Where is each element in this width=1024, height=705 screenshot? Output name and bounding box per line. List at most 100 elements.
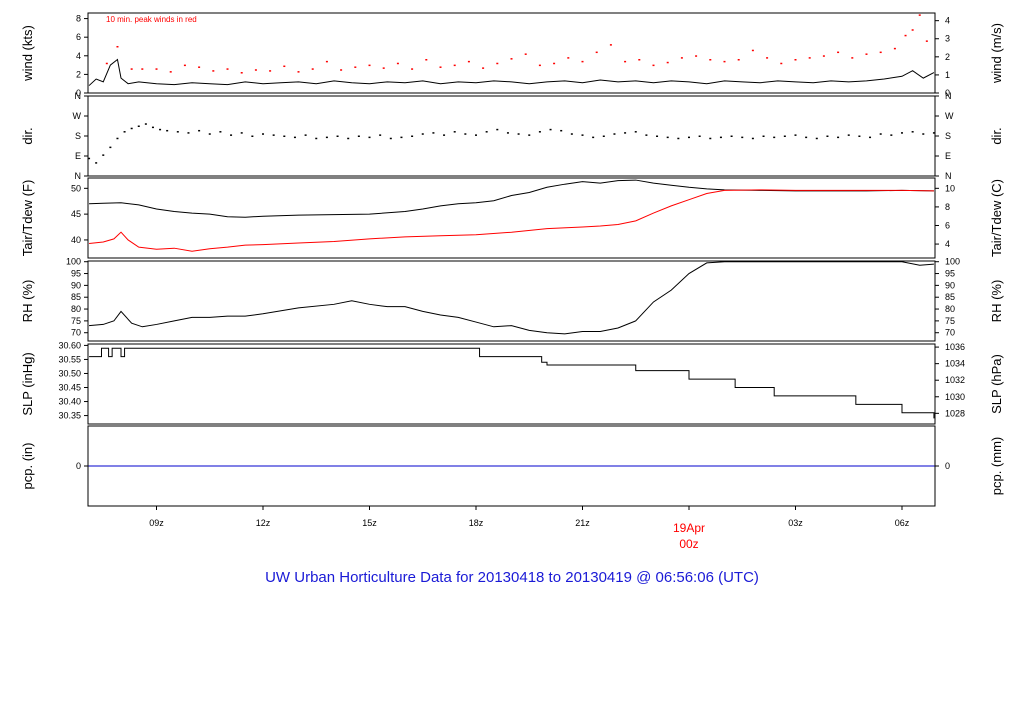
- left-tick-label: 30.40: [58, 397, 81, 407]
- series-group-dir: [88, 123, 935, 164]
- data-point-dir-0: [549, 128, 552, 131]
- data-point-wind-1: [652, 64, 655, 67]
- data-point-wind-1: [925, 40, 928, 42]
- data-point-wind-1: [297, 71, 300, 73]
- data-point-wind-1: [822, 55, 825, 57]
- data-point-wind-1: [183, 64, 186, 67]
- panel-slp: 30.35 30.40 30.45 30.50 30.55 30.60 1028 1030 10…: [20, 340, 1004, 425]
- data-point-dir-0: [624, 132, 627, 134]
- right-tick-label: 90: [945, 280, 955, 290]
- data-point-dir-0: [592, 136, 595, 139]
- data-point-wind-1: [538, 64, 541, 67]
- data-point-wind-1: [382, 67, 385, 69]
- data-point-wind-1: [510, 58, 513, 60]
- data-point-dir-0: [890, 134, 893, 136]
- data-point-dir-0: [602, 135, 605, 137]
- data-point-wind-1: [482, 67, 485, 69]
- left-tick-label: 30.45: [58, 383, 81, 393]
- right-axis-label: RH (%): [989, 280, 1004, 323]
- left-axis-label: wind (kts): [20, 25, 35, 82]
- data-point-dir-0: [869, 136, 872, 139]
- left-tick-label: 4: [76, 51, 81, 61]
- data-point-dir-0: [538, 131, 541, 133]
- data-point-dir-0: [634, 131, 637, 133]
- data-point-wind-1: [709, 59, 712, 61]
- data-point-dir-0: [389, 137, 392, 140]
- left-axis-label: pcp. (in): [20, 443, 35, 490]
- data-point-dir-0: [741, 136, 744, 139]
- series-line-temp-1: [89, 189, 934, 252]
- data-point-wind-1: [695, 55, 698, 57]
- chart-title: UW Urban Horticulture Data for 20130418 …: [265, 569, 759, 586]
- data-point-wind-1: [680, 57, 683, 59]
- data-point-wind-1: [567, 57, 570, 59]
- data-point-wind-1: [155, 68, 158, 70]
- data-point-wind-1: [911, 29, 914, 31]
- data-point-wind-1: [581, 60, 584, 63]
- data-point-dir-0: [88, 157, 91, 160]
- date-marker-day: 19Apr: [673, 521, 705, 535]
- data-point-dir-0: [922, 133, 925, 135]
- panel-pcp: 0 0 pcp. (in) pcp. (mm): [20, 425, 1004, 507]
- data-point-dir-0: [826, 135, 829, 137]
- data-point-wind-1: [105, 62, 108, 65]
- data-point-dir-0: [475, 134, 478, 136]
- data-point-dir-0: [102, 154, 105, 156]
- data-point-wind-1: [269, 70, 272, 72]
- data-point-dir-0: [368, 136, 371, 139]
- data-point-wind-1: [737, 59, 740, 61]
- data-point-dir-0: [485, 131, 488, 133]
- data-point-wind-1: [240, 72, 243, 74]
- data-point-wind-1: [368, 64, 371, 67]
- series-line-wind-0: [88, 58, 935, 86]
- right-tick-label: E: [945, 151, 951, 161]
- data-point-wind-1: [904, 34, 907, 37]
- data-point-wind-1: [130, 68, 133, 70]
- data-point-dir-0: [847, 134, 850, 136]
- data-point-dir-0: [357, 135, 360, 137]
- right-tick-label: 0: [945, 461, 950, 471]
- data-point-dir-0: [900, 132, 903, 134]
- right-tick-label: S: [945, 131, 951, 141]
- panel-frame-wind: [87, 12, 936, 94]
- x-tick-label: 03z: [788, 518, 803, 528]
- left-tick-label: 40: [71, 235, 81, 245]
- data-point-dir-0: [805, 136, 808, 139]
- data-point-dir-0: [730, 135, 733, 137]
- data-point-dir-0: [315, 137, 318, 140]
- left-tick-label: W: [73, 111, 82, 121]
- left-axis-label: dir.: [20, 127, 35, 144]
- x-tick-label: 06z: [895, 518, 910, 528]
- x-tick-label: 09z: [149, 518, 164, 528]
- data-point-dir-0: [187, 132, 190, 134]
- data-point-dir-0: [208, 133, 211, 135]
- left-tick-label: N: [75, 91, 82, 101]
- data-point-dir-0: [911, 131, 914, 133]
- data-point-dir-0: [506, 132, 509, 134]
- data-point-wind-1: [766, 57, 769, 59]
- data-point-wind-1: [169, 71, 172, 73]
- right-tick-label: 1034: [945, 359, 965, 369]
- data-point-dir-0: [293, 136, 296, 139]
- left-tick-label: 45: [71, 209, 81, 219]
- left-tick-label: 30.50: [58, 368, 81, 378]
- panel-temp: 40 45 50 4 6 8 10 Tair/Tdew (F) Tair/Tdew (C): [20, 177, 1004, 259]
- data-point-dir-0: [325, 136, 328, 139]
- data-point-dir-0: [116, 137, 119, 140]
- left-axis-label: Tair/Tdew (F): [20, 180, 35, 257]
- right-tick-label: 2: [945, 52, 950, 62]
- data-point-dir-0: [528, 134, 531, 136]
- right-tick-label: 8: [945, 202, 950, 212]
- right-axis-label: SLP (hPa): [989, 354, 1004, 414]
- left-tick-label: 30.60: [58, 340, 81, 350]
- data-point-dir-0: [932, 132, 935, 134]
- data-point-wind-1: [751, 49, 754, 52]
- data-point-dir-0: [176, 131, 179, 133]
- right-tick-label: 4: [945, 239, 950, 249]
- right-tick-label: 1028: [945, 408, 965, 418]
- right-tick-label: 6: [945, 220, 950, 230]
- data-point-wind-1: [624, 60, 627, 63]
- data-point-dir-0: [496, 128, 499, 131]
- left-tick-label: 0: [76, 461, 81, 471]
